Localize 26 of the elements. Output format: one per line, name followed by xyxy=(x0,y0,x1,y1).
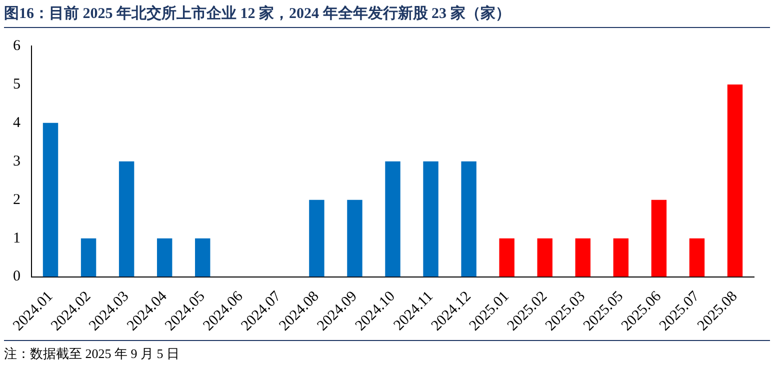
bar xyxy=(347,200,362,277)
y-tick-label: 4 xyxy=(13,114,21,131)
bar xyxy=(575,238,590,277)
y-tick-label: 1 xyxy=(13,230,20,246)
bar xyxy=(499,238,514,277)
bar xyxy=(156,238,172,277)
text: 注：数据截至 2025 年 9 月 5 日 xyxy=(4,340,770,363)
bar xyxy=(42,122,58,277)
bar xyxy=(651,200,667,277)
bar xyxy=(80,238,96,277)
bar xyxy=(727,84,743,277)
bar xyxy=(118,161,134,277)
y-tick-label: 3 xyxy=(13,153,20,170)
bar xyxy=(689,238,705,277)
bar xyxy=(537,238,552,277)
bar xyxy=(385,161,400,277)
bar xyxy=(461,161,476,277)
y-tick-label: 0 xyxy=(13,268,20,285)
bar xyxy=(613,238,629,277)
y-tick-label: 5 xyxy=(13,76,20,92)
chart-title: 图16：目前 2025 年北交所上市企业 12 家，2024 年全年发行新股 23 家（家） xyxy=(4,4,770,28)
bar xyxy=(309,200,324,277)
bar xyxy=(195,238,210,277)
y-tick-label: 2 xyxy=(13,192,20,208)
bar xyxy=(423,161,438,277)
y-tick-label: 6 xyxy=(13,38,21,54)
